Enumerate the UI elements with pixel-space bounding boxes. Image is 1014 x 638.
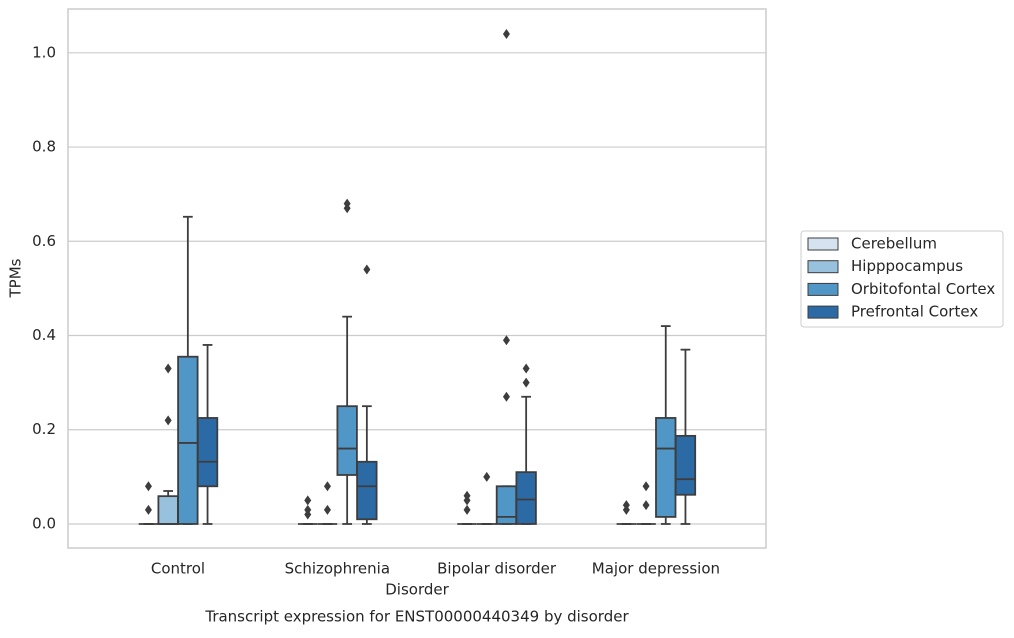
outlier xyxy=(502,28,510,39)
y-tick-label: 0.4 xyxy=(32,326,56,344)
outlier xyxy=(323,481,331,492)
legend-label: Prefrontal Cortex xyxy=(851,303,978,321)
chart-title: Transcript expression for ENST0000044034… xyxy=(204,608,629,626)
outlier xyxy=(323,504,331,515)
x-tick-label: Schizophrenia xyxy=(285,560,390,578)
outlier xyxy=(522,377,530,388)
outlier xyxy=(522,363,530,374)
x-axis-label: Disorder xyxy=(385,581,449,599)
box xyxy=(495,485,518,525)
x-tick-label: Major depression xyxy=(592,560,720,578)
x-tick-label: Bipolar disorder xyxy=(437,560,557,578)
outlier xyxy=(642,481,650,492)
outlier xyxy=(164,363,172,374)
legend-swatch xyxy=(807,282,839,296)
outlier xyxy=(304,509,312,520)
legend-label: Orbitofontal Cortex xyxy=(851,280,995,298)
outlier xyxy=(304,495,312,506)
outlier xyxy=(483,471,491,482)
y-tick-label: 1.0 xyxy=(32,43,56,61)
y-tick-label: 0.2 xyxy=(32,420,56,438)
legend-swatch xyxy=(807,237,839,251)
legend: Cerebellum Hipppocampus Orbitofontal Corte… xyxy=(807,235,995,321)
outlier xyxy=(463,495,471,506)
legend-box xyxy=(800,230,1004,328)
outlier xyxy=(343,203,351,214)
box xyxy=(196,417,219,488)
legend-swatch xyxy=(807,305,839,319)
box xyxy=(336,405,358,476)
plot-marks xyxy=(138,28,697,525)
legend-label: Cerebellum xyxy=(851,235,937,253)
box xyxy=(515,471,537,525)
box xyxy=(356,460,378,521)
box xyxy=(674,434,697,496)
outlier xyxy=(622,504,630,515)
y-tick-label: 0.0 xyxy=(32,514,56,532)
legend-swatch xyxy=(807,260,839,274)
outlier xyxy=(144,504,152,515)
box xyxy=(177,355,199,525)
outlier xyxy=(363,264,371,275)
outlier xyxy=(144,481,152,492)
legend-label: Hipppocampus xyxy=(851,257,963,275)
outlier xyxy=(502,335,510,346)
y-axis-label: TPMs xyxy=(7,258,25,298)
y-tick-label: 0.6 xyxy=(32,232,56,250)
box xyxy=(655,417,677,518)
outlier xyxy=(164,415,172,426)
box xyxy=(157,495,179,525)
outlier xyxy=(502,391,510,402)
outlier xyxy=(463,504,471,515)
plot-frame xyxy=(67,8,767,549)
y-tick-label: 0.8 xyxy=(32,138,56,156)
x-tick-label: Control xyxy=(151,560,205,578)
outlier xyxy=(642,500,650,511)
